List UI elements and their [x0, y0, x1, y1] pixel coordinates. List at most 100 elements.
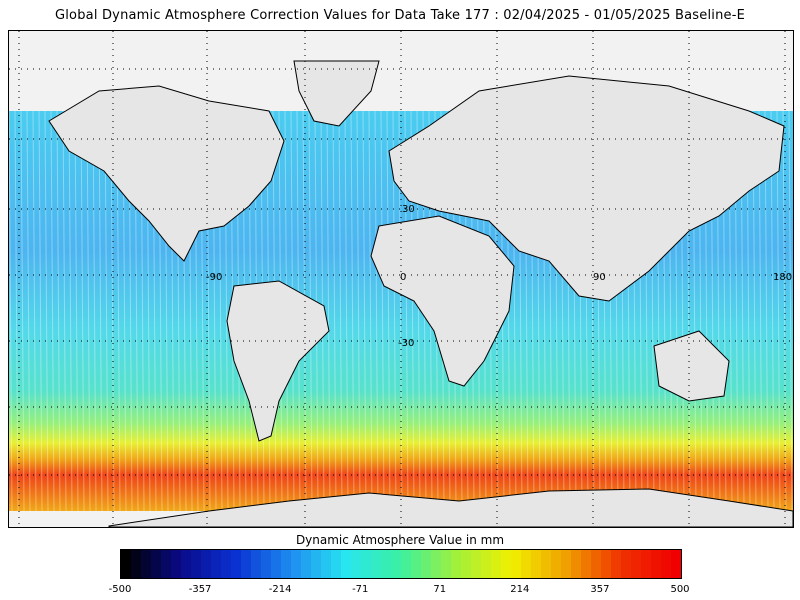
colorbar-segment	[441, 550, 452, 578]
colorbar-segment	[181, 550, 192, 578]
swath-track	[386, 110, 391, 512]
europe-asia-land	[388, 75, 785, 302]
colorbar-segment	[251, 550, 262, 578]
swath-track	[62, 110, 67, 512]
colorbar-segment	[581, 550, 592, 578]
grid-label-lat30: 30	[402, 204, 415, 215]
map-canvas: 30 -90 0 90 180 -30	[9, 31, 793, 527]
colorbar-segment	[571, 550, 582, 578]
colorbar-segment	[281, 550, 292, 578]
north-america-land	[48, 85, 285, 262]
colorbar-canvas	[121, 550, 681, 578]
colorbar-segment	[291, 550, 302, 578]
swath-track	[86, 110, 91, 512]
colorbar-segment	[311, 550, 322, 578]
colorbar-segment	[401, 550, 412, 578]
grid-label-lon180: 180	[773, 272, 792, 283]
colorbar-segment	[321, 550, 332, 578]
swath-track	[20, 110, 25, 512]
colorbar-tick-label: -71	[352, 584, 369, 595]
swath-track	[44, 110, 49, 512]
grid-label-lat-30: -30	[398, 338, 414, 349]
swath-track	[374, 110, 379, 512]
colorbar-segment	[661, 550, 672, 578]
colorbar-segment	[341, 550, 352, 578]
colorbar-segment	[131, 550, 142, 578]
colorbar-tick-label: -214	[268, 584, 292, 595]
colorbar-segment	[171, 550, 182, 578]
swath-track	[26, 110, 31, 512]
swath-track	[38, 110, 43, 512]
colorbar-segment	[491, 550, 502, 578]
grid-label-lon-90: -90	[206, 272, 222, 283]
colorbar-segment	[531, 550, 542, 578]
swath-track	[338, 110, 343, 512]
swath-track	[326, 110, 331, 512]
swath-track	[32, 110, 37, 512]
colorbar-segment	[301, 550, 312, 578]
colorbar-segment	[271, 550, 282, 578]
colorbar-segment	[411, 550, 422, 578]
grid-label-lon90: 90	[593, 272, 606, 283]
colorbar-segment	[191, 550, 202, 578]
swath-track	[782, 110, 787, 512]
colorbar-segment	[641, 550, 652, 578]
grid-label-lon0: 0	[400, 272, 406, 283]
swath-track	[356, 110, 361, 512]
world-map: 30 -90 0 90 180 -30	[8, 30, 794, 528]
colorbar-segment	[451, 550, 462, 578]
colorbar-segment	[261, 550, 272, 578]
colorbar-segment	[501, 550, 512, 578]
colorbar-segment	[201, 550, 212, 578]
swath-track	[68, 110, 73, 512]
legend-title: Dynamic Atmosphere Value in mm	[295, 533, 505, 547]
colorbar-segment	[431, 550, 442, 578]
colorbar-segment	[601, 550, 612, 578]
colorbar-segment	[141, 550, 152, 578]
chart-title: Global Dynamic Atmosphere Correction Val…	[54, 8, 746, 23]
swath-track	[50, 110, 55, 512]
colorbar-segment	[421, 550, 432, 578]
colorbar-tick-label: -500	[108, 584, 132, 595]
colorbar-segment	[331, 550, 342, 578]
colorbar-segment	[151, 550, 162, 578]
swath-track	[98, 110, 103, 512]
colorbar-segment	[541, 550, 552, 578]
africa-land	[370, 215, 515, 387]
colorbar-segment	[121, 550, 132, 578]
colorbar-segment	[621, 550, 632, 578]
colorbar-segment	[211, 550, 222, 578]
colorbar-tick-label: 357	[590, 584, 610, 595]
swath-track	[368, 110, 373, 512]
colorbar-segment	[511, 550, 522, 578]
colorbar-segment	[551, 550, 562, 578]
colorbar-segment	[521, 550, 532, 578]
colorbar-segment	[371, 550, 382, 578]
swath-track	[776, 110, 781, 512]
colorbar-segment	[591, 550, 602, 578]
land-masses	[48, 60, 793, 527]
swath-track	[104, 110, 109, 512]
colorbar-segment	[351, 550, 362, 578]
colorbar-segment	[391, 550, 402, 578]
colorbar-segment	[361, 550, 372, 578]
colorbar-tick-label: 500	[670, 584, 690, 595]
colorbar-segment	[651, 550, 662, 578]
swath-track	[74, 110, 79, 512]
swath-track	[770, 110, 775, 512]
south-america-land	[226, 280, 330, 442]
colorbar-segment	[161, 550, 172, 578]
swath-track	[80, 110, 85, 512]
australia-land	[653, 330, 730, 402]
swath-track	[92, 110, 97, 512]
swath-track	[56, 110, 61, 512]
antarctica-land	[108, 488, 793, 527]
colorbar	[120, 549, 682, 579]
colorbar-segment	[221, 550, 232, 578]
swath-track	[9, 110, 13, 512]
colorbar-tick-label: -357	[188, 584, 212, 595]
colorbar-segment	[671, 550, 681, 578]
swath-track	[350, 110, 355, 512]
swath-track	[14, 110, 19, 512]
colorbar-segment	[611, 550, 622, 578]
